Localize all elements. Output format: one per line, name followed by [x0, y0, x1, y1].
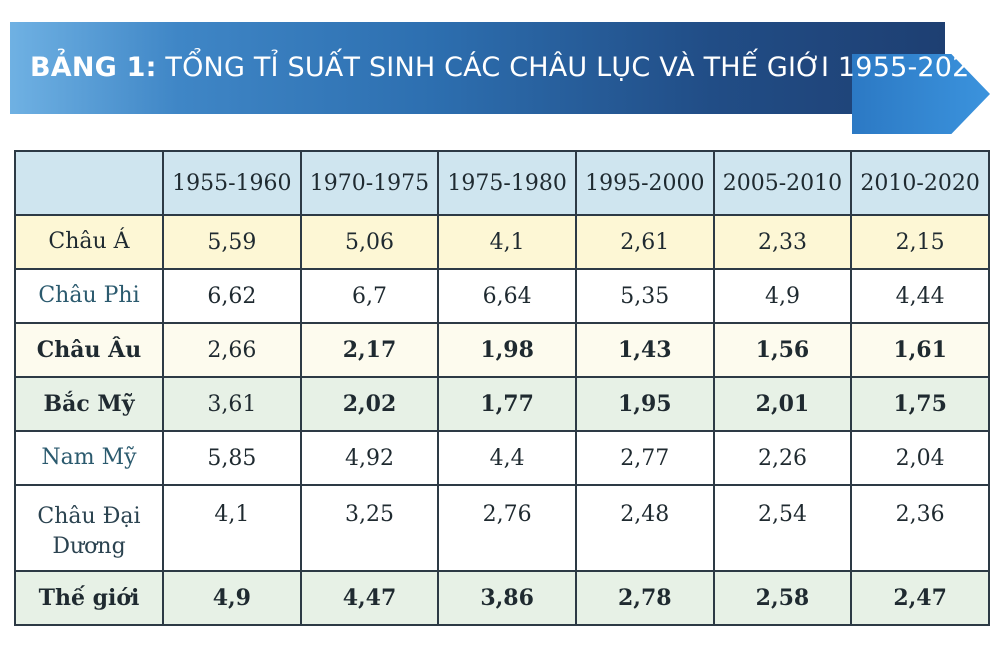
table-row: Bắc Mỹ 3,61 2,02 1,77 1,95 2,01 1,75 [14, 376, 990, 432]
table-row: Châu Âu 2,66 2,17 1,98 1,43 1,56 1,61 [14, 322, 990, 378]
table-cell: 2,77 [574, 430, 715, 486]
table-cell: 2,01 [712, 376, 853, 432]
table-cell: 2,48 [574, 484, 715, 572]
column-header: 1955-1960 [162, 150, 302, 216]
row-label: Châu Á [14, 214, 164, 270]
table-cell: 2,66 [162, 322, 302, 378]
table-cell: 2,17 [299, 322, 440, 378]
title-banner [10, 22, 945, 114]
table-cell: 1,75 [850, 376, 990, 432]
table-cell: 5,59 [162, 214, 302, 270]
table-cell: 4,1 [437, 214, 577, 270]
row-label: Bắc Mỹ [14, 376, 164, 432]
table-cell: 2,04 [850, 430, 990, 486]
table-cell: 2,58 [712, 570, 853, 626]
table-cell: 3,61 [162, 376, 302, 432]
table-title-prefix: BẢNG 1: [30, 52, 157, 83]
row-label: Châu Đại Dương [14, 484, 164, 572]
table-cell: 2,54 [712, 484, 853, 572]
fertility-table: 1955-1960 1970-1975 1975-1980 1995-2000 … [14, 150, 990, 626]
table-cell: 2,47 [850, 570, 990, 626]
table-cell: 4,44 [850, 268, 990, 324]
column-header: 1975-1980 [437, 150, 577, 216]
table-cell: 4,92 [299, 430, 440, 486]
table-cell: 6,62 [162, 268, 302, 324]
table-cell: 1,61 [850, 322, 990, 378]
table-cell: 4,9 [712, 268, 853, 324]
table-row: Châu Đại Dương 4,1 3,25 2,76 2,48 2,54 2… [14, 484, 990, 572]
table-cell: 3,25 [299, 484, 440, 572]
table-cell: 4,47 [299, 570, 440, 626]
table-cell: 2,33 [712, 214, 853, 270]
table-cell: 3,86 [437, 570, 577, 626]
table-cell: 5,85 [162, 430, 302, 486]
table-cell: 1,98 [437, 322, 577, 378]
table-cell: 4,9 [162, 570, 302, 626]
table-row: Châu Á 5,59 5,06 4,1 2,61 2,33 2,15 [14, 214, 990, 270]
header-corner-cell [14, 150, 164, 216]
table-cell: 2,76 [437, 484, 577, 572]
table-cell: 6,64 [437, 268, 577, 324]
row-label: Thế giới [14, 570, 164, 626]
table-cell: 4,4 [437, 430, 577, 486]
table-row: Thế giới 4,9 4,47 3,86 2,78 2,58 2,47 [14, 570, 990, 626]
table-cell: 2,02 [299, 376, 440, 432]
table-title-text: TỔNG TỈ SUẤT SINH CÁC CHÂU LỤC VÀ THẾ GI… [156, 52, 987, 83]
column-header: 1995-2000 [574, 150, 715, 216]
table-cell: 2,15 [850, 214, 990, 270]
table-title: BẢNG 1: TỔNG TỈ SUẤT SINH CÁC CHÂU LỤC V… [30, 52, 987, 83]
table-cell: 1,43 [574, 322, 715, 378]
column-header: 2010-2020 [850, 150, 990, 216]
table-cell: 2,26 [712, 430, 853, 486]
table-cell: 1,56 [712, 322, 853, 378]
table-cell: 1,95 [574, 376, 715, 432]
row-label: Châu Âu [14, 322, 164, 378]
header-row: 1955-1960 1970-1975 1975-1980 1995-2000 … [14, 150, 990, 216]
row-label: Châu Phi [14, 268, 164, 324]
table-row: Nam Mỹ 5,85 4,92 4,4 2,77 2,26 2,04 [14, 430, 990, 486]
table-cell: 2,61 [574, 214, 715, 270]
table-cell: 5,35 [574, 268, 715, 324]
table-row: Châu Phi 6,62 6,7 6,64 5,35 4,9 4,44 [14, 268, 990, 324]
column-header: 2005-2010 [712, 150, 853, 216]
table-cell: 5,06 [299, 214, 440, 270]
row-label: Nam Mỹ [14, 430, 164, 486]
column-header: 1970-1975 [299, 150, 440, 216]
table-cell: 6,7 [299, 268, 440, 324]
table-cell: 2,36 [850, 484, 990, 572]
table-cell: 1,77 [437, 376, 577, 432]
table-cell: 4,1 [162, 484, 302, 572]
table-cell: 2,78 [574, 570, 715, 626]
